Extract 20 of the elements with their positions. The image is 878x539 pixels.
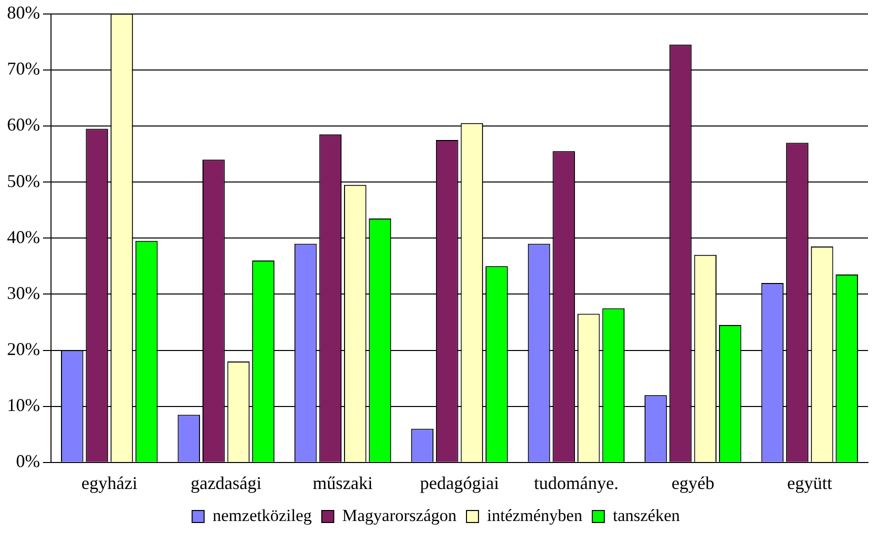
y-tick-label: 40% bbox=[6, 226, 40, 247]
x-tick-label: tudománye. bbox=[534, 472, 618, 493]
y-tick-label: 50% bbox=[6, 170, 40, 191]
y-tick-label: 30% bbox=[6, 282, 40, 303]
legend-label: tanszéken bbox=[612, 506, 680, 525]
legend-label: intézményben bbox=[486, 506, 583, 525]
y-tick-label: 10% bbox=[6, 395, 40, 416]
legend-label: Magyarországon bbox=[342, 506, 457, 525]
x-tick-label: egyházi bbox=[81, 472, 138, 493]
x-tick-label: pedagógiai bbox=[420, 472, 499, 493]
y-tick-label: 20% bbox=[6, 338, 40, 359]
y-tick-label: 60% bbox=[6, 114, 40, 135]
y-tick-label: 70% bbox=[6, 58, 40, 79]
x-tick-label: egyéb bbox=[671, 472, 714, 493]
x-tick-label: gazdasági bbox=[190, 472, 262, 493]
x-tick-label: együtt bbox=[787, 472, 832, 493]
legend-label: nemzetközileg bbox=[212, 506, 312, 525]
y-tick-label: 0% bbox=[16, 451, 40, 472]
y-tick-label: 80% bbox=[6, 2, 40, 23]
x-tick-label: műszaki bbox=[312, 472, 373, 493]
